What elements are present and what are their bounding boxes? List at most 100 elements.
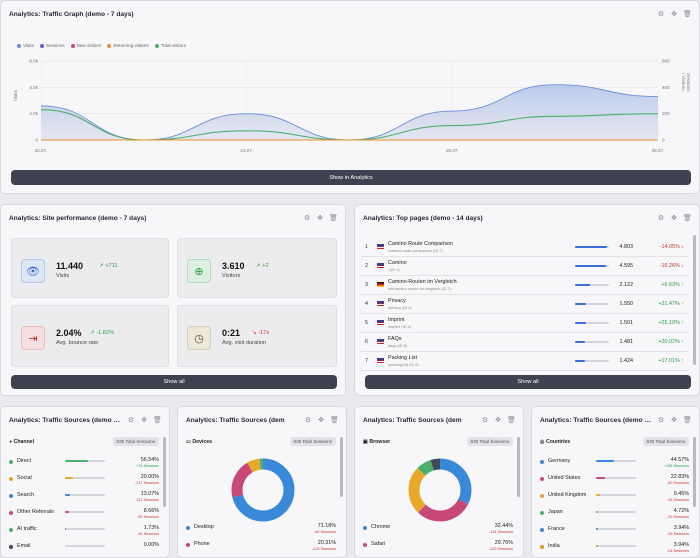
source-share-bar <box>596 511 636 513</box>
legend-swatch <box>107 43 112 48</box>
source-row[interactable]: Email 0.00% <box>9 542 159 557</box>
gear-icon[interactable]: ⚙ <box>657 10 665 18</box>
top-page-row[interactable]: 7 Packing List/packing-list (ID 6) 1.424 +1… <box>361 353 689 371</box>
show-all-button[interactable]: Show all <box>11 375 337 389</box>
source-row[interactable]: Chrome 32.44% -114 Sessions <box>363 523 513 539</box>
legend-item[interactable]: Total visitors <box>154 43 187 48</box>
donut-slice[interactable] <box>408 458 472 522</box>
donut-slice[interactable] <box>231 458 295 522</box>
legend-label: Total visitors <box>160 43 187 48</box>
source-percent: 20.00% <box>140 474 159 480</box>
source-percent: 3.94% <box>673 542 689 548</box>
traffic-sources-title: Analytics: Traffic Sources (demo - 7 day… <box>540 416 652 424</box>
total-sessions-badge: 635 Total Sessions <box>289 437 336 446</box>
rank-number: 1 <box>365 244 368 250</box>
move-icon[interactable]: ✥ <box>671 416 677 424</box>
source-row[interactable]: Germany 44.57% +185 Sessions <box>540 457 689 473</box>
source-row[interactable]: India 3.94% -24 Sessions <box>540 542 689 557</box>
color-dot <box>363 543 367 547</box>
move-icon[interactable]: ✥ <box>671 10 677 18</box>
flag-us-icon <box>377 301 384 306</box>
source-row[interactable]: Other Referrals 8.66% -95 Sessions <box>9 508 159 524</box>
flag-us-icon <box>377 320 384 325</box>
donut-slice[interactable] <box>408 458 472 522</box>
rank-number: 7 <box>365 358 368 364</box>
source-row[interactable]: AI traffic 1.73% -16 Sessions <box>9 525 159 541</box>
source-sessions-delta: -111 Sessions <box>135 498 160 502</box>
browser-heading: ▣ Browser <box>363 439 391 445</box>
source-row[interactable]: United States 22.83% -50 Sessions <box>540 474 689 490</box>
source-row[interactable]: Desktop 71.18% -66 Sessions <box>186 523 336 539</box>
source-row[interactable]: France 3.94% -26 Sessions <box>540 525 689 541</box>
legend-item[interactable]: Visits <box>17 43 34 48</box>
trash-icon[interactable]: 🗑 <box>683 214 692 222</box>
top-page-row[interactable]: 5 Imprint/imprint (ID 4) 1.501 +25.19% ↑ <box>361 315 689 333</box>
source-row[interactable]: Phone 20.31% -103 Sessions <box>186 540 336 556</box>
devices-heading: ▭ Devices <box>186 439 212 445</box>
source-share-bar <box>596 477 636 479</box>
source-row[interactable]: Search 13.07% -111 Sessions <box>9 491 159 507</box>
scrollbar[interactable] <box>693 437 696 507</box>
move-icon[interactable]: ✥ <box>317 214 323 222</box>
legend-item[interactable]: Sessions <box>39 43 65 48</box>
pie-icon: ◕ <box>9 439 13 445</box>
donut-slice[interactable] <box>231 458 295 522</box>
gear-icon[interactable]: ⚙ <box>127 416 135 424</box>
color-dot <box>363 526 367 530</box>
gear-icon[interactable]: ⚙ <box>657 416 665 424</box>
kpi-label: Avg. visit duration <box>222 340 267 346</box>
color-dot <box>540 528 544 532</box>
show-all-button[interactable]: Show all <box>365 375 691 389</box>
color-dot <box>9 511 13 515</box>
source-share-bar <box>596 460 636 462</box>
source-percent: 32.44% <box>494 523 513 529</box>
color-dot <box>540 494 544 498</box>
trash-icon[interactable]: 🗑 <box>330 416 339 424</box>
move-icon[interactable]: ✥ <box>141 416 147 424</box>
source-sessions-delta: -66 Sessions <box>314 530 336 534</box>
trash-icon[interactable]: 🗑 <box>683 416 692 424</box>
legend-item[interactable]: New visitors <box>70 43 101 48</box>
color-dot <box>540 460 544 464</box>
source-sessions-delta: -95 Sessions <box>137 515 159 519</box>
source-row[interactable]: United Kingdom 9.45% -15 Sessions <box>540 491 689 507</box>
top-page-row[interactable]: 4 Privacy/privacy (ID 3) 1.550 +31.47% ↑ <box>361 296 689 314</box>
source-share-bar-fill <box>65 494 71 496</box>
scrollbar[interactable] <box>517 437 520 497</box>
top-page-row[interactable]: 2 Camino / (ID 1) 4.595 -16.26% ↓ <box>361 258 689 276</box>
donut-slice[interactable] <box>408 458 472 522</box>
trash-icon[interactable]: 🗑 <box>153 416 162 424</box>
source-row[interactable]: Safari 29.76% -220 Sessions <box>363 540 513 556</box>
exit-icon: ⇥ <box>21 326 45 350</box>
gear-icon[interactable]: ⚙ <box>304 416 312 424</box>
scrollbar[interactable] <box>693 235 696 365</box>
top-page-row[interactable]: 6 FAQs/faqs (ID 5) 1.481 +20.02% ↑ <box>361 334 689 352</box>
trash-icon[interactable]: 🗑 <box>329 214 338 222</box>
legend-item[interactable]: Returning visitors <box>107 43 149 48</box>
move-icon[interactable]: ✥ <box>318 416 324 424</box>
page-views-count: 4.803 <box>619 244 634 250</box>
trash-icon[interactable]: 🗑 <box>507 416 516 424</box>
gear-icon[interactable]: ⚙ <box>657 214 665 222</box>
page-change-percent: -14.05% ↓ <box>659 244 684 250</box>
kpi-value: 11.440 <box>56 261 84 271</box>
source-share-bar-fill <box>596 460 614 462</box>
move-icon[interactable]: ✥ <box>495 416 501 424</box>
x-tick: 24.07. <box>240 148 253 153</box>
top-page-row[interactable]: 3 Camino-Routen im Vergleich/de/camino-ro… <box>361 277 689 295</box>
gear-icon[interactable]: ⚙ <box>303 214 311 222</box>
source-row[interactable]: Direct 56.54% +7k Sessions <box>9 457 159 473</box>
show-in-analytics-button[interactable]: Show in Analytics <box>11 170 691 185</box>
top-page-row[interactable]: 1 Camino Route Comparison/camino-route-co… <box>361 239 689 257</box>
source-name: United States <box>548 475 581 481</box>
trash-icon[interactable]: 🗑 <box>683 10 692 18</box>
move-icon[interactable]: ✥ <box>671 214 677 222</box>
source-row[interactable]: Japan 4.72% -29 Sessions <box>540 508 689 524</box>
page-views-bar <box>575 303 609 305</box>
scrollbar[interactable] <box>340 437 343 497</box>
kpi-value: 2.04% <box>56 328 82 338</box>
scrollbar[interactable] <box>163 437 166 507</box>
source-sessions-delta: -29 Sessions <box>667 515 689 519</box>
gear-icon[interactable]: ⚙ <box>481 416 489 424</box>
source-row[interactable]: Social 20.00% -217 Sessions <box>9 474 159 490</box>
